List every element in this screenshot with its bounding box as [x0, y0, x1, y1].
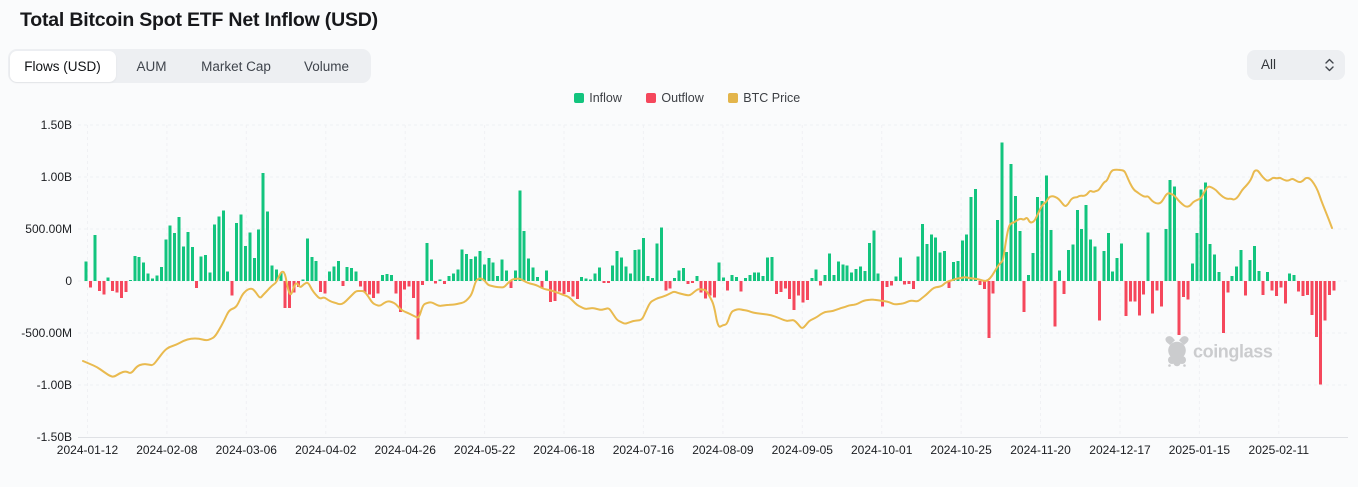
svg-text:2024-07-16: 2024-07-16	[613, 443, 675, 457]
svg-text:2024-04-26: 2024-04-26	[375, 443, 437, 457]
svg-text:coinglass: coinglass	[1193, 342, 1273, 362]
svg-text:2024-11-20: 2024-11-20	[1010, 443, 1071, 457]
svg-text:2024-10-25: 2024-10-25	[930, 443, 992, 457]
svg-text:-1.50B: -1.50B	[37, 430, 72, 444]
svg-text:2024-03-06: 2024-03-06	[216, 443, 278, 457]
svg-text:1.00B: 1.00B	[41, 170, 72, 184]
svg-text:2024-01-12: 2024-01-12	[57, 443, 119, 457]
svg-text:2024-05-22: 2024-05-22	[454, 443, 516, 457]
svg-text:0: 0	[65, 274, 72, 288]
svg-text:2024-04-02: 2024-04-02	[295, 443, 357, 457]
svg-text:2024-09-05: 2024-09-05	[772, 443, 834, 457]
svg-text:1.50B: 1.50B	[41, 118, 72, 132]
svg-text:500.00M: 500.00M	[25, 222, 72, 236]
svg-text:2025-02-11: 2025-02-11	[1249, 443, 1310, 457]
svg-text:2024-12-17: 2024-12-17	[1089, 443, 1151, 457]
svg-text:-1.00B: -1.00B	[37, 378, 72, 392]
svg-text:-500.00M: -500.00M	[21, 326, 72, 340]
svg-text:2024-08-09: 2024-08-09	[692, 443, 754, 457]
svg-text:2024-02-08: 2024-02-08	[136, 443, 198, 457]
svg-text:2024-10-01: 2024-10-01	[851, 443, 913, 457]
svg-text:2024-06-18: 2024-06-18	[533, 443, 595, 457]
svg-text:2025-01-15: 2025-01-15	[1169, 443, 1231, 457]
